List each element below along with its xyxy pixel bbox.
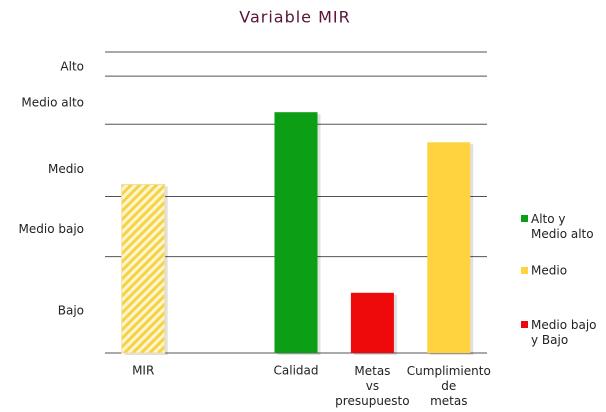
x-tick-label: MIR [132,364,154,378]
x-tick-label: Cumplimiento de metas [407,364,491,408]
y-tick-label: Medio alto [21,96,84,110]
bar [350,292,394,353]
bar [121,183,166,354]
x-tick-label: Calidad [274,364,319,378]
legend-swatch [521,215,528,222]
bar [274,112,318,353]
bar [427,142,471,353]
y-tick-label: Medio [48,162,84,176]
legend-label: Alto y Medio alto [531,212,594,241]
y-tick-label: Bajo [58,303,84,317]
chart-title: Variable MIR [239,8,351,27]
x-tick-label: Metas vs presupuesto [335,364,409,408]
legend-swatch [521,267,528,274]
y-tick-label: Medio bajo [19,222,85,236]
y-tick-label: Alto [60,60,84,74]
legend-label: Medio [531,264,567,278]
legend-swatch [521,321,528,328]
legend-label: Medio bajo y Bajo [531,318,597,347]
